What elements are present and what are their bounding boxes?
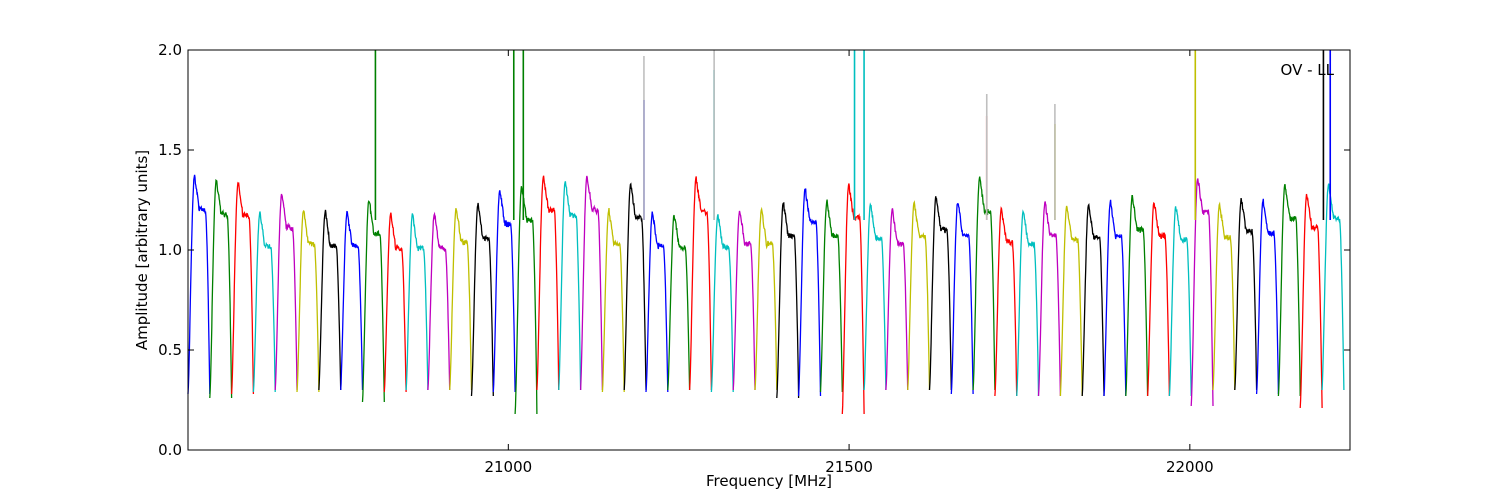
y-axis-label: Amplitude [arbitrary units] xyxy=(133,150,151,350)
y-tick-label: 0.5 xyxy=(158,341,182,359)
subband-curve xyxy=(383,212,407,393)
subband-curve xyxy=(1190,178,1214,407)
subband-curve xyxy=(209,178,233,399)
x-tick-label: 22000 xyxy=(1166,458,1214,476)
subband-curve xyxy=(1059,205,1083,397)
y-tick-label: 2.0 xyxy=(158,41,182,59)
subband-curve xyxy=(230,181,255,395)
subband-curve xyxy=(1016,209,1040,397)
subband-curve xyxy=(296,209,320,393)
subband-curve xyxy=(340,210,364,391)
subband-curve xyxy=(841,183,865,415)
x-axis-label: Frequency [MHz] xyxy=(706,472,832,490)
subband-curve xyxy=(579,175,604,391)
subband-curve xyxy=(645,211,669,393)
y-tick-label: 1.0 xyxy=(158,241,182,259)
subband-curve xyxy=(950,202,974,395)
subband-curve xyxy=(797,188,822,397)
subband-curve xyxy=(1125,195,1149,397)
subband-curve xyxy=(1103,199,1127,397)
subband-curve xyxy=(623,182,647,391)
subband-curve xyxy=(754,206,778,391)
subband-curve xyxy=(732,210,756,391)
subband-curve xyxy=(492,190,516,393)
subband-curve xyxy=(318,209,342,391)
subband-curve xyxy=(863,202,887,391)
subband-curve xyxy=(405,213,429,391)
y-tick-label: 1.5 xyxy=(158,141,182,159)
subband-curve xyxy=(667,214,691,391)
subband-curve xyxy=(1234,197,1258,391)
subband-curve xyxy=(536,175,560,391)
subband-curve xyxy=(470,202,494,397)
subband-curve xyxy=(558,181,582,391)
subband-curve xyxy=(972,176,996,391)
subband-curve xyxy=(1081,202,1105,397)
annotation-label: OV - LL xyxy=(1281,61,1335,79)
subband-curve xyxy=(449,208,473,391)
subband-curve xyxy=(427,211,451,391)
subband-curve xyxy=(1255,198,1280,395)
subband-curve xyxy=(601,208,625,393)
subband-curve xyxy=(1168,206,1192,397)
subband-curve xyxy=(361,200,385,403)
subband-curve xyxy=(776,202,800,399)
subband-curve xyxy=(1321,183,1345,391)
subband-curve xyxy=(1212,201,1236,391)
series-layer xyxy=(187,174,1345,415)
subband-curve xyxy=(710,214,734,393)
tick-layer: 21000 21500 22000 0.0 0.5 1.0 1.5 2.0 xyxy=(158,41,1350,476)
subband-curve xyxy=(1299,193,1323,409)
subband-curve xyxy=(274,193,298,391)
subband-curve xyxy=(885,208,909,391)
subband-curve xyxy=(1277,184,1301,397)
spike-layer xyxy=(374,50,1332,220)
subband-curve xyxy=(688,176,713,391)
subband-curve xyxy=(514,186,538,415)
subband-curve xyxy=(907,200,931,391)
subband-curve xyxy=(928,196,952,391)
x-tick-label: 21500 xyxy=(825,458,873,476)
subband-curve xyxy=(819,199,843,393)
x-tick-label: 21000 xyxy=(484,458,532,476)
subband-curve xyxy=(994,206,1018,397)
subband-curve xyxy=(252,211,276,393)
subband-curve xyxy=(1037,201,1062,397)
y-tick-label: 0.0 xyxy=(158,441,182,459)
subband-curve xyxy=(187,174,211,395)
subband-curve xyxy=(1146,201,1171,397)
